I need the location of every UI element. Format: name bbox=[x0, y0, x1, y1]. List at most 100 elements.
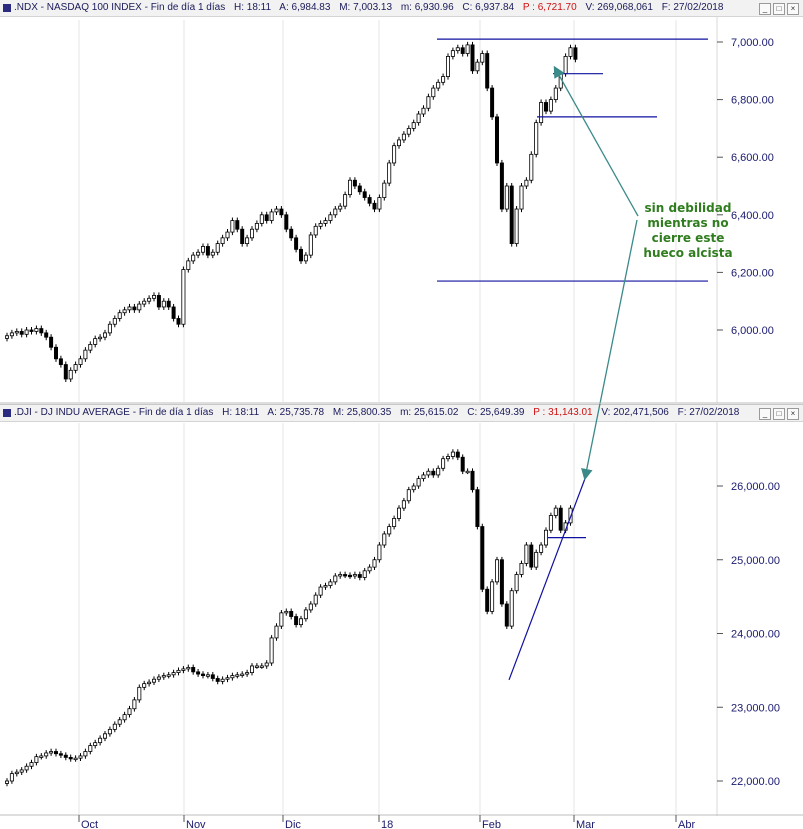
ndx-candle-body bbox=[161, 300, 166, 308]
ndx-candle-body bbox=[225, 231, 230, 239]
ndx-candle-body bbox=[499, 162, 504, 210]
ndx-candle-body bbox=[416, 113, 421, 124]
dji-date: F: 27/02/2018 bbox=[677, 407, 740, 418]
minimize-icon[interactable]: _ bbox=[759, 3, 771, 15]
ndx-candle-body bbox=[357, 185, 362, 193]
dji-candle-body bbox=[362, 570, 367, 578]
minimize-icon[interactable]: _ bbox=[759, 408, 771, 420]
ndx-candle-body bbox=[431, 87, 436, 98]
dji-y-axis-tick-label: 22,000.00 bbox=[731, 776, 780, 788]
dji-ticker-label: .DJI - DJ INDU AVERAGE - Fin de día 1 dí… bbox=[14, 407, 214, 418]
ndx-candle-body bbox=[24, 329, 29, 335]
ndx-candle-body bbox=[122, 309, 127, 314]
dji-candle-body bbox=[333, 575, 338, 583]
ndx-candle-body bbox=[142, 300, 147, 305]
ndx-candle-body bbox=[44, 332, 49, 338]
ndx-candle-body bbox=[166, 300, 171, 308]
dji-y-axis-tick-label: 24,000.00 bbox=[731, 629, 780, 641]
ndx-candle-body bbox=[249, 228, 254, 239]
ndx-candle-body bbox=[107, 323, 112, 334]
dji-candle-body bbox=[475, 489, 480, 527]
dji-candle-body bbox=[392, 518, 397, 527]
ndx-candle-body bbox=[103, 332, 108, 338]
dji-candle-body bbox=[9, 773, 14, 782]
ndx-y-axis-tick-label: 6,600.00 bbox=[731, 152, 774, 164]
dji-candle-body bbox=[387, 526, 392, 535]
dji-candle-body bbox=[73, 757, 78, 761]
ndx-close: C: 6,937.84 bbox=[462, 2, 515, 13]
ndx-candle-body bbox=[421, 107, 426, 115]
ndx-candle-body bbox=[563, 56, 568, 75]
ndx-candle-body bbox=[455, 47, 460, 52]
dji-candle-body bbox=[5, 780, 10, 784]
dji-header-bar: .DJI - DJ INDU AVERAGE - Fin de día 1 dí… bbox=[0, 404, 803, 422]
close-icon[interactable]: × bbox=[787, 408, 799, 420]
ndx-candle-body bbox=[5, 335, 10, 339]
dji-candle-body bbox=[318, 586, 323, 596]
ndx-candle-body bbox=[338, 205, 343, 210]
dji-candle-body bbox=[210, 674, 215, 679]
ndx-candle-body bbox=[548, 99, 553, 112]
dji-candle-body bbox=[220, 678, 225, 682]
maximize-icon[interactable]: □ bbox=[773, 3, 785, 15]
ndx-candle-body bbox=[112, 318, 117, 325]
dji-candle-body bbox=[382, 533, 387, 546]
dji-candle-body bbox=[147, 681, 152, 685]
dji-candle-body bbox=[436, 467, 441, 476]
dji-candle-body bbox=[230, 675, 235, 679]
dji-candle-body bbox=[416, 478, 421, 487]
dji-candle-body bbox=[504, 603, 509, 627]
dji-candle-body bbox=[151, 678, 156, 683]
dji-candle-body bbox=[524, 544, 529, 564]
ndx-candle-body bbox=[539, 102, 544, 124]
dji-candle-body bbox=[490, 581, 495, 612]
ndx-candle-body bbox=[93, 338, 98, 345]
dji-candle-body bbox=[445, 456, 450, 460]
dji-candle-body bbox=[142, 683, 147, 688]
ndx-candle-body bbox=[210, 251, 215, 256]
dji-candle-body bbox=[485, 588, 490, 612]
arrow-to-dji-gap bbox=[581, 219, 638, 481]
ndx-candle-body bbox=[524, 179, 529, 187]
ndx-candle-body bbox=[147, 297, 152, 302]
ndx-candle-body bbox=[269, 211, 274, 221]
dji-candle-body bbox=[19, 769, 24, 773]
dji-candle-body bbox=[544, 529, 549, 546]
dji-candle-body bbox=[98, 737, 103, 744]
dji-candle-body bbox=[308, 603, 313, 611]
dji-candle-body bbox=[68, 757, 73, 760]
dji-candle-body bbox=[181, 668, 186, 671]
ndx-candle-body bbox=[426, 96, 431, 109]
ndx-y-axis-tick-label: 6,200.00 bbox=[731, 267, 774, 279]
ndx-candle-body bbox=[333, 208, 338, 216]
dji-candle-body bbox=[249, 665, 254, 673]
ndx-candle-body bbox=[445, 56, 450, 77]
dji-candle-body bbox=[274, 625, 279, 639]
maximize-icon[interactable]: □ bbox=[773, 408, 785, 420]
ndx-candle-body bbox=[58, 358, 63, 365]
ndx-candle-body bbox=[450, 50, 455, 57]
dji-candle-body bbox=[191, 667, 196, 673]
dji-candle-body bbox=[200, 673, 205, 676]
dji-candle-body bbox=[323, 585, 328, 588]
ndx-candle-body bbox=[196, 251, 201, 256]
ndx-candle-body bbox=[396, 139, 401, 147]
annotation-line: mientras no bbox=[647, 216, 729, 230]
dji-candle-body bbox=[58, 753, 63, 756]
dji-candle-body bbox=[367, 566, 372, 572]
ndx-candle-body bbox=[289, 228, 294, 239]
close-icon[interactable]: × bbox=[787, 3, 799, 15]
dji-candle-body bbox=[343, 574, 348, 577]
ndx-candle-body bbox=[377, 197, 382, 210]
dji-candle-body bbox=[347, 574, 352, 578]
ndx-candle-body bbox=[465, 44, 470, 54]
dji-candle-body bbox=[44, 752, 49, 757]
ndx-open: A: 6,984.83 bbox=[279, 2, 331, 13]
dji-candle-body bbox=[279, 612, 284, 627]
ndx-candle-body bbox=[460, 47, 465, 54]
dji-candle-body bbox=[196, 671, 201, 675]
dji-candle-body bbox=[137, 686, 142, 701]
dji-candle-body bbox=[93, 742, 98, 747]
ndx-high: M: 7,003.13 bbox=[339, 2, 393, 13]
